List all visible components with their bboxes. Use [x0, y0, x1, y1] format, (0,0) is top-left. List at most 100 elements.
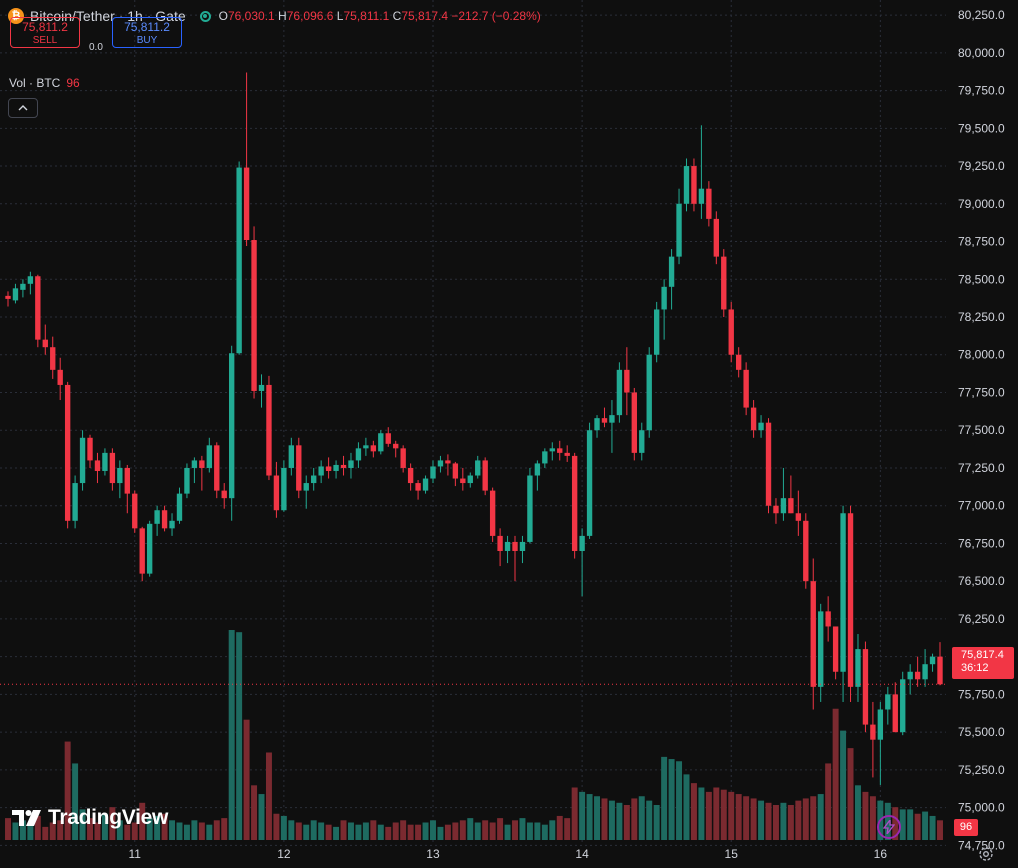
volume-bars: [5, 630, 943, 840]
candle-body: [452, 463, 459, 479]
volume-bar: [534, 822, 541, 840]
volume-bar: [333, 826, 340, 840]
candle-body: [20, 283, 26, 290]
volume-bar: [579, 791, 586, 840]
lightning-icon[interactable]: [877, 815, 901, 839]
volume-bar: [34, 815, 41, 840]
volume-bar: [922, 811, 929, 840]
volume-bar: [653, 805, 660, 840]
volume-bar: [5, 818, 11, 840]
candle-body: [609, 415, 615, 423]
volume-bar: [362, 822, 369, 840]
candle-body: [616, 369, 623, 416]
candle-body: [169, 520, 175, 529]
volume-bar: [206, 824, 213, 840]
volume-bar: [541, 824, 548, 840]
candle-body: [832, 626, 839, 672]
candle-body: [519, 541, 526, 551]
collapse-legend-button[interactable]: [8, 98, 38, 118]
candle-body: [624, 369, 630, 393]
volume-bar: [72, 763, 79, 840]
price-axis[interactable]: 80,250.0 80,000.0 79,750.0 79,500.0 79,250.0…: [958, 8, 1005, 852]
volume-bar: [355, 824, 362, 840]
last-price-label: 75,817.4 36:12: [952, 647, 1014, 679]
candle-body: [929, 656, 936, 665]
volume-last-label: 96: [954, 819, 978, 836]
candle-body: [564, 452, 570, 456]
candle-body: [221, 490, 227, 499]
volume-legend[interactable]: Vol · BTC 96: [9, 76, 80, 90]
volume-bar: [198, 822, 205, 840]
candle-body: [594, 418, 600, 431]
candle-body: [415, 483, 421, 491]
volume-bar: [347, 822, 354, 840]
volume-bar: [370, 820, 377, 840]
volume-bar: [765, 802, 772, 840]
price-tick-label: 79,000.0: [958, 197, 1005, 211]
candle-body: [303, 483, 309, 491]
candle-body: [27, 276, 34, 284]
sell-button[interactable]: 75,811.2 SELL: [10, 16, 80, 48]
volume-bar: [191, 820, 198, 840]
volume-bar: [489, 822, 496, 840]
volume-bar: [169, 820, 176, 840]
candle-body: [691, 166, 697, 204]
volume-bar: [549, 820, 556, 840]
candle-body: [542, 451, 548, 464]
candle-body: [206, 445, 212, 468]
volume-bar: [444, 824, 451, 840]
time-tick-label: 15: [725, 847, 739, 861]
candle-body: [803, 520, 809, 582]
volume-bar: [459, 820, 466, 840]
price-tick-label: 80,000.0: [958, 46, 1005, 60]
buy-button[interactable]: 75,811.2 BUY: [112, 16, 182, 48]
candle-body: [50, 347, 56, 370]
tradingview-logo-icon: [12, 810, 41, 826]
ohlc-values: O76,030.1 H76,096.6 L75,811.1 C75,817.4 …: [218, 9, 541, 23]
candle-body: [161, 510, 168, 529]
price-tick-label: 76,750.0: [958, 536, 1005, 550]
sell-label: SELL: [32, 34, 58, 46]
volume-bar: [131, 822, 138, 840]
candle-body: [393, 443, 399, 449]
candle-body: [653, 309, 660, 355]
volume-bar: [49, 822, 56, 840]
candle-body: [400, 448, 406, 468]
volume-bar: [683, 774, 690, 840]
time-axis[interactable]: 11 12 13 14 15 16: [129, 847, 888, 861]
volume-bar: [109, 807, 116, 840]
candle-body: [780, 498, 787, 514]
volume-bar: [787, 805, 794, 840]
candle-body: [489, 490, 496, 536]
volume-bar: [340, 820, 347, 840]
volume-bar: [124, 824, 131, 840]
volume-bar: [161, 813, 168, 840]
candle-body: [475, 460, 481, 476]
candle-body: [527, 475, 533, 542]
volume-bar: [273, 813, 280, 840]
volume-bar: [236, 632, 243, 840]
chevron-up-icon: [18, 105, 28, 111]
price-tick-label: 78,750.0: [958, 235, 1005, 249]
candle-body: [139, 528, 145, 574]
candle-body: [661, 286, 667, 310]
candle-body: [35, 276, 41, 340]
candle-body: [698, 188, 705, 204]
gear-icon[interactable]: [977, 845, 995, 863]
close-value: 75,817.4: [401, 9, 449, 23]
candle-body: [676, 203, 682, 257]
candle-body: [870, 724, 876, 740]
candle-body: [370, 445, 377, 452]
symbol-title[interactable]: Bitcoin/Tether · 1h · Gate: [30, 8, 186, 24]
candle-body: [631, 392, 637, 453]
candle-body: [825, 611, 831, 627]
volume-bar: [735, 794, 742, 840]
brand-name: TradingView: [48, 806, 169, 829]
candle-body: [900, 679, 906, 733]
candle-body: [311, 475, 317, 484]
volume-bar: [12, 822, 19, 840]
tradingview-logo[interactable]: TradingView: [12, 806, 168, 830]
volume-bar: [795, 800, 802, 840]
candle-body: [87, 437, 93, 461]
